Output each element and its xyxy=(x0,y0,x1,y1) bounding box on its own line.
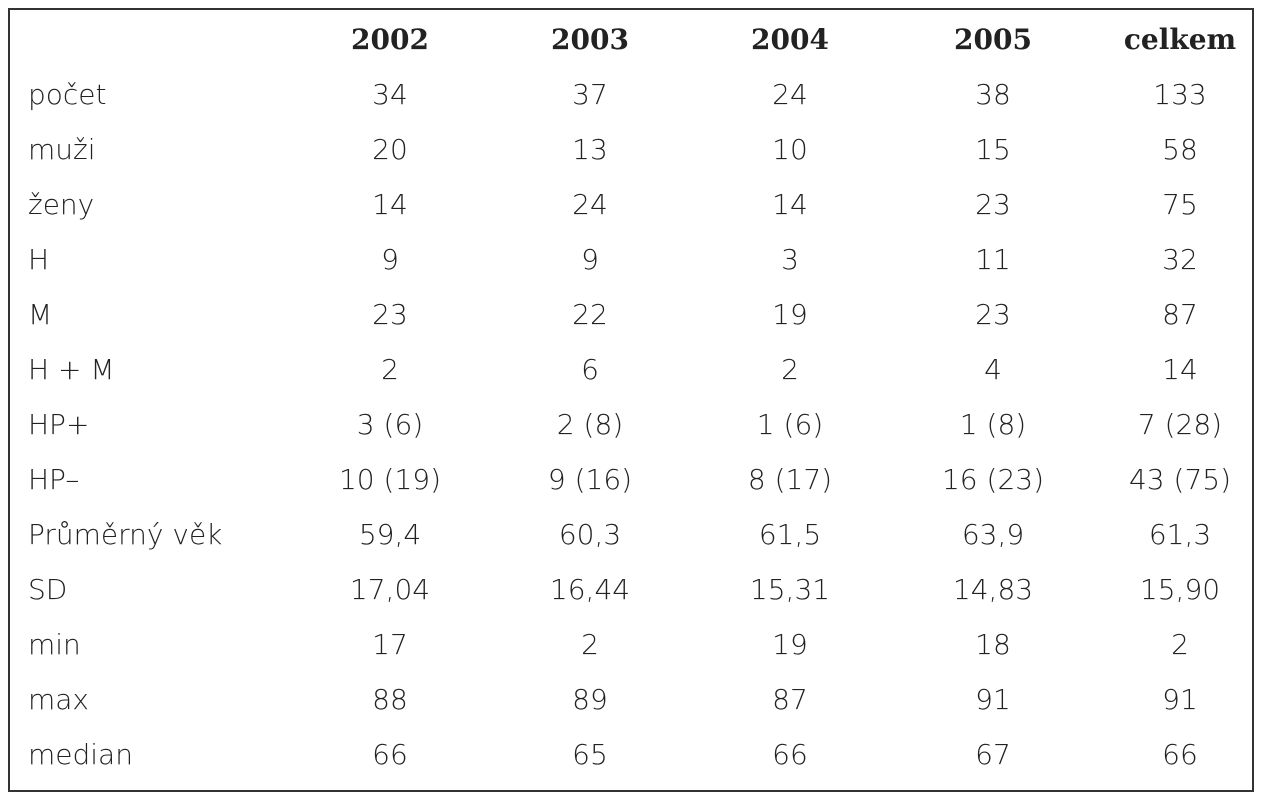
table-cell: 16,44 xyxy=(549,573,631,606)
table-cell: 14 xyxy=(772,188,808,221)
table-cell: 66 xyxy=(372,738,408,771)
table-cell: 67 xyxy=(975,738,1011,771)
table-cell: 2 xyxy=(381,353,399,386)
row-label: ženy xyxy=(28,188,95,221)
table-cell: 9 xyxy=(581,243,599,276)
table-cell: 20 xyxy=(372,133,408,166)
row-label: HP+ xyxy=(28,408,90,441)
table-cell: 14 xyxy=(1162,353,1198,386)
table-cell: 23 xyxy=(975,188,1011,221)
table-cell: 2 xyxy=(781,353,799,386)
table-cell: 75 xyxy=(1162,188,1198,221)
row-label: H xyxy=(28,243,50,276)
table-cell: 15 xyxy=(975,133,1011,166)
table-cell: 24 xyxy=(772,78,808,111)
row-label: min xyxy=(28,628,81,661)
row-label: Průměrný věk xyxy=(28,518,223,551)
table-cell: 1 (6) xyxy=(756,408,824,441)
table-cell: 66 xyxy=(772,738,808,771)
table-cell: 61,5 xyxy=(758,518,822,551)
table-cell: 17,04 xyxy=(349,573,431,606)
table-cell: 14 xyxy=(372,188,408,221)
column-header: 2005 xyxy=(954,23,1032,56)
table-cell: 89 xyxy=(572,683,608,716)
row-label: SD xyxy=(28,573,68,606)
table-cell: 37 xyxy=(572,78,608,111)
table-cell: 87 xyxy=(1162,298,1198,331)
row-label: HP– xyxy=(28,463,80,496)
table-cell: 1 (8) xyxy=(959,408,1027,441)
table-cell: 61,3 xyxy=(1148,518,1212,551)
table-cell: 4 xyxy=(984,353,1002,386)
table-cell: 3 (6) xyxy=(356,408,424,441)
table-cell: 2 (8) xyxy=(556,408,624,441)
table-cell: 19 xyxy=(772,628,808,661)
table-cell: 17 xyxy=(372,628,408,661)
table-cell: 66 xyxy=(1162,738,1198,771)
table-cell: 23 xyxy=(975,298,1011,331)
table-cell: 87 xyxy=(772,683,808,716)
table-cell: 19 xyxy=(772,298,808,331)
table-cell: 88 xyxy=(372,683,408,716)
table-cell: 43 (75) xyxy=(1128,463,1232,496)
table-cell: 63,9 xyxy=(961,518,1025,551)
table-cell: 14,83 xyxy=(952,573,1034,606)
table-cell: 34 xyxy=(372,78,408,111)
row-label: muži xyxy=(28,133,96,166)
row-label: median xyxy=(28,738,133,771)
row-label: počet xyxy=(28,78,107,111)
table-cell: 22 xyxy=(572,298,608,331)
table-cell: 8 (17) xyxy=(747,463,833,496)
table-cell: 60,3 xyxy=(558,518,622,551)
table-cell: 59,4 xyxy=(358,518,422,551)
column-header: celkem xyxy=(1123,23,1237,56)
table-cell: 9 xyxy=(381,243,399,276)
table-cell: 38 xyxy=(975,78,1011,111)
table-cell: 2 xyxy=(1171,628,1189,661)
table-cell: 10 xyxy=(772,133,808,166)
table-cell: 91 xyxy=(975,683,1011,716)
table-cell: 16 (23) xyxy=(941,463,1045,496)
column-header: 2004 xyxy=(751,23,829,56)
table-frame xyxy=(8,8,1254,792)
table-cell: 6 xyxy=(581,353,599,386)
row-label: max xyxy=(28,683,90,716)
table-cell: 18 xyxy=(975,628,1011,661)
table-cell: 23 xyxy=(372,298,408,331)
row-label: H + M xyxy=(28,353,115,386)
table-cell: 13 xyxy=(572,133,608,166)
table-cell: 91 xyxy=(1162,683,1198,716)
table-cell: 15,31 xyxy=(749,573,831,606)
column-header: 2003 xyxy=(551,23,629,56)
table-cell: 24 xyxy=(572,188,608,221)
column-header: 2002 xyxy=(351,23,429,56)
table-cell: 7 (28) xyxy=(1137,408,1223,441)
table-cell: 9 (16) xyxy=(547,463,633,496)
table-cell: 10 (19) xyxy=(338,463,442,496)
table-cell: 133 xyxy=(1153,78,1207,111)
table-cell: 65 xyxy=(572,738,608,771)
table-cell: 2 xyxy=(581,628,599,661)
row-label: M xyxy=(28,298,53,331)
table-cell: 15,90 xyxy=(1139,573,1221,606)
table-cell: 32 xyxy=(1162,243,1198,276)
table-cell: 11 xyxy=(975,243,1011,276)
table-cell: 3 xyxy=(781,243,799,276)
table-cell: 58 xyxy=(1162,133,1198,166)
